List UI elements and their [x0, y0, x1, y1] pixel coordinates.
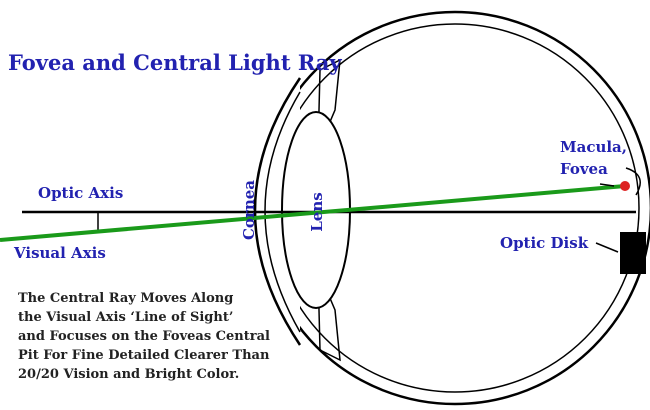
description-line: and Focuses on the Foveas Central [18, 329, 270, 344]
description-line: 20/20 Vision and Bright Color. [18, 367, 239, 382]
description-line: the Visual Axis ‘Line of Sight’ [18, 310, 233, 325]
description-line: Pit For Fine Detailed Clearer Than [18, 348, 270, 363]
label: Optic Disk [500, 234, 589, 252]
optic-disk [620, 232, 646, 274]
label: Cornea [240, 180, 258, 240]
label: Fovea [560, 160, 608, 178]
fovea-pointer [600, 184, 614, 186]
disk-pointer [596, 243, 618, 252]
label: Lens [308, 192, 326, 231]
macula-pointer [626, 168, 640, 195]
title: Fovea and Central Light Ray [8, 50, 342, 75]
fovea-dot [620, 181, 630, 191]
label: Visual Axis [13, 244, 106, 262]
label: Macula, [560, 138, 627, 156]
eye-diagram: Fovea and Central Light Ray Optic Axis V… [0, 0, 650, 410]
description-line: The Central Ray Moves Along [18, 291, 233, 306]
label: Optic Axis [38, 184, 123, 202]
